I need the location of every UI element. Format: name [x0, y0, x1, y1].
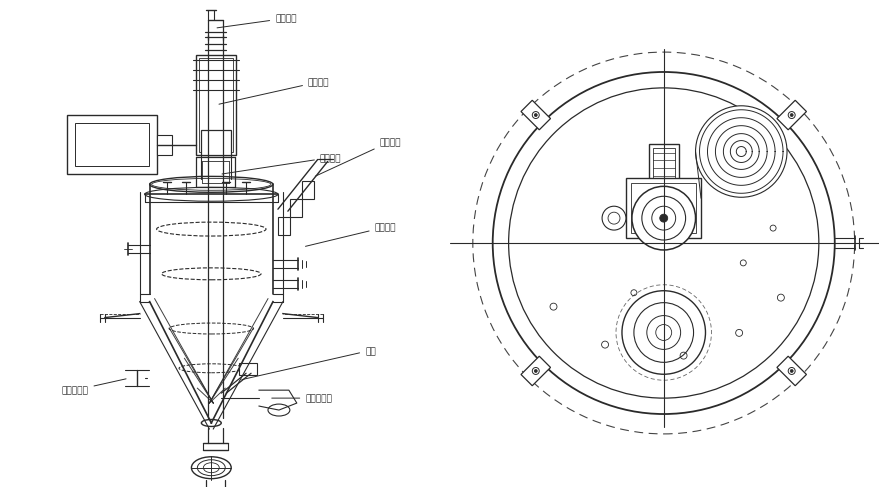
Circle shape	[602, 207, 626, 231]
Bar	[290, 200, 302, 218]
Circle shape	[790, 370, 793, 373]
Bar	[626, 179, 701, 239]
Bar	[239, 364, 257, 375]
Polygon shape	[777, 101, 806, 130]
Circle shape	[652, 207, 676, 231]
Bar	[157, 135, 171, 155]
Circle shape	[608, 213, 620, 224]
Text: 旋转接头: 旋转接头	[217, 15, 296, 29]
Circle shape	[660, 215, 668, 223]
Text: 机械密封: 机械密封	[222, 154, 341, 175]
Bar	[649, 144, 678, 189]
Polygon shape	[777, 356, 806, 386]
Circle shape	[534, 114, 537, 117]
Circle shape	[632, 187, 696, 250]
Text: 传动结构: 传动结构	[219, 78, 330, 105]
Bar	[67, 116, 157, 175]
Text: 料温变送器: 料温变送器	[62, 379, 126, 395]
Circle shape	[790, 114, 793, 117]
Text: 气锤: 气锤	[242, 346, 376, 380]
Polygon shape	[521, 356, 550, 386]
Bar	[653, 148, 675, 185]
Text: 真空取样器: 真空取样器	[272, 394, 333, 403]
Bar	[632, 184, 696, 234]
Circle shape	[622, 291, 706, 374]
Ellipse shape	[191, 457, 231, 479]
Text: 真空反吹: 真空反吹	[315, 138, 401, 177]
Circle shape	[656, 325, 672, 341]
Circle shape	[647, 316, 681, 350]
Bar	[201, 130, 231, 155]
Circle shape	[534, 370, 537, 373]
Circle shape	[634, 303, 693, 363]
Polygon shape	[521, 101, 550, 130]
Text: 混合搅拌: 混合搅拌	[305, 223, 396, 247]
Bar	[199, 59, 233, 152]
Bar	[302, 182, 314, 200]
Bar	[197, 56, 236, 155]
Bar	[75, 123, 149, 167]
Circle shape	[642, 197, 685, 241]
Bar	[278, 218, 290, 236]
Circle shape	[696, 106, 787, 198]
